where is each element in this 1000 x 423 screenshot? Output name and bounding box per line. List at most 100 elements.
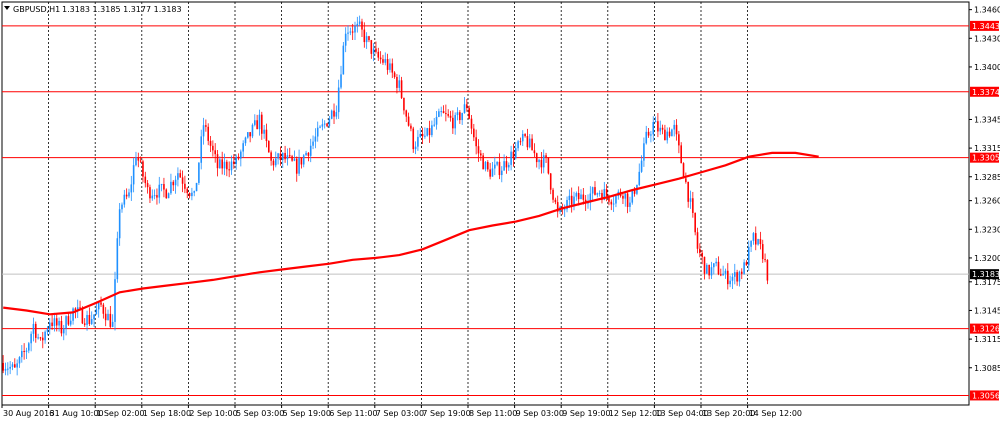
candle-body — [335, 112, 338, 117]
candle-body — [198, 162, 200, 183]
candle-body — [575, 193, 578, 197]
candle-body — [386, 59, 389, 70]
level-label: 1.3305 — [972, 154, 1000, 163]
level-label: 1.3126 — [972, 325, 1000, 334]
candle-body — [251, 124, 254, 137]
x-tick-label: 31 Aug 10:00 — [50, 409, 104, 418]
candle-body — [419, 133, 422, 137]
candle-body — [14, 364, 16, 368]
candle-body — [114, 279, 116, 322]
current-price-label-box — [970, 269, 999, 280]
candle-body — [507, 164, 510, 168]
candle-body — [237, 156, 240, 159]
chevron-down-icon[interactable] — [4, 6, 10, 10]
y-tick-label: 1.3230 — [974, 225, 1000, 234]
candle-body — [130, 184, 133, 193]
candle-body — [754, 233, 757, 245]
candle-body — [482, 155, 484, 170]
candle-body — [39, 337, 42, 339]
x-tick-label: 2 Sep 10:00 — [189, 409, 237, 418]
candle-body — [11, 364, 14, 367]
level-label-box — [970, 86, 999, 97]
candle-body — [542, 155, 545, 168]
candle-body — [300, 157, 303, 165]
candle-body — [58, 320, 60, 326]
candle-body — [766, 259, 769, 281]
candle-body — [365, 36, 368, 43]
candle-body — [281, 153, 284, 161]
candle-body — [83, 323, 86, 325]
candle-body — [347, 32, 349, 34]
candle-body — [424, 135, 426, 137]
level-label: 1.3056 — [972, 391, 1000, 400]
candle-body — [260, 114, 263, 134]
candle-body — [53, 318, 56, 326]
candle-body — [274, 158, 277, 166]
x-tick-label: 13 Sep 04:00 — [655, 409, 708, 418]
candle-body — [267, 141, 270, 153]
candle-body — [340, 74, 342, 88]
candle-body — [500, 170, 503, 176]
ohlc-readout: 1.3183 1.3185 1.3177 1.3183 — [62, 5, 182, 14]
candle-body — [167, 193, 170, 199]
candle-body — [475, 137, 477, 147]
candle-body — [505, 161, 508, 168]
candle-body — [41, 337, 44, 341]
candle-body — [37, 337, 39, 339]
candle-body — [93, 314, 95, 320]
candle-body — [708, 264, 710, 276]
candle-body — [230, 161, 233, 171]
candle-body — [759, 239, 762, 245]
candle-body — [733, 272, 736, 277]
candle-body — [48, 322, 51, 330]
x-tick-label: 5 Sep 03:00 — [236, 409, 284, 418]
candles — [2, 15, 769, 376]
candle-body — [701, 252, 703, 257]
candle-body — [132, 165, 135, 185]
candle-body — [247, 132, 249, 138]
candle-body — [652, 122, 655, 135]
candle-body — [356, 23, 359, 27]
candle-body — [664, 129, 666, 141]
candle-body — [726, 270, 729, 285]
y-tick-label: 1.3175 — [974, 278, 1000, 287]
candle-body — [594, 187, 596, 195]
candle-body — [689, 198, 692, 202]
candle-body — [724, 270, 727, 274]
candle-body — [640, 160, 643, 172]
candle-body — [598, 193, 601, 195]
candle-body — [463, 104, 466, 114]
candle-body — [195, 182, 198, 192]
candle-body — [2, 362, 4, 371]
candle-body — [615, 195, 617, 204]
candle-body — [459, 112, 461, 121]
candle-body — [7, 368, 9, 370]
y-tick-label: 1.3400 — [974, 63, 1000, 72]
candle-body — [657, 121, 659, 132]
candle-body — [333, 110, 335, 117]
candle-body — [603, 189, 606, 200]
candle-body — [514, 148, 517, 159]
candle-body — [608, 195, 610, 202]
candle-body — [477, 146, 480, 154]
candle-body — [123, 194, 126, 205]
candle-body — [433, 124, 436, 126]
candle-body — [319, 126, 321, 128]
candle-body — [412, 128, 415, 150]
candle-body — [391, 63, 394, 73]
x-tick-label: 5 Sep 19:00 — [283, 409, 331, 418]
candle-body — [295, 158, 298, 174]
candle-body — [205, 125, 207, 127]
candle-body — [687, 181, 689, 202]
candle-body — [624, 193, 627, 199]
candle-body — [736, 272, 738, 282]
candle-body — [153, 195, 156, 197]
candle-body — [626, 193, 629, 207]
candle-body — [212, 145, 214, 151]
candle-body — [62, 328, 65, 334]
candle-body — [258, 114, 261, 130]
candle-body — [44, 331, 46, 341]
